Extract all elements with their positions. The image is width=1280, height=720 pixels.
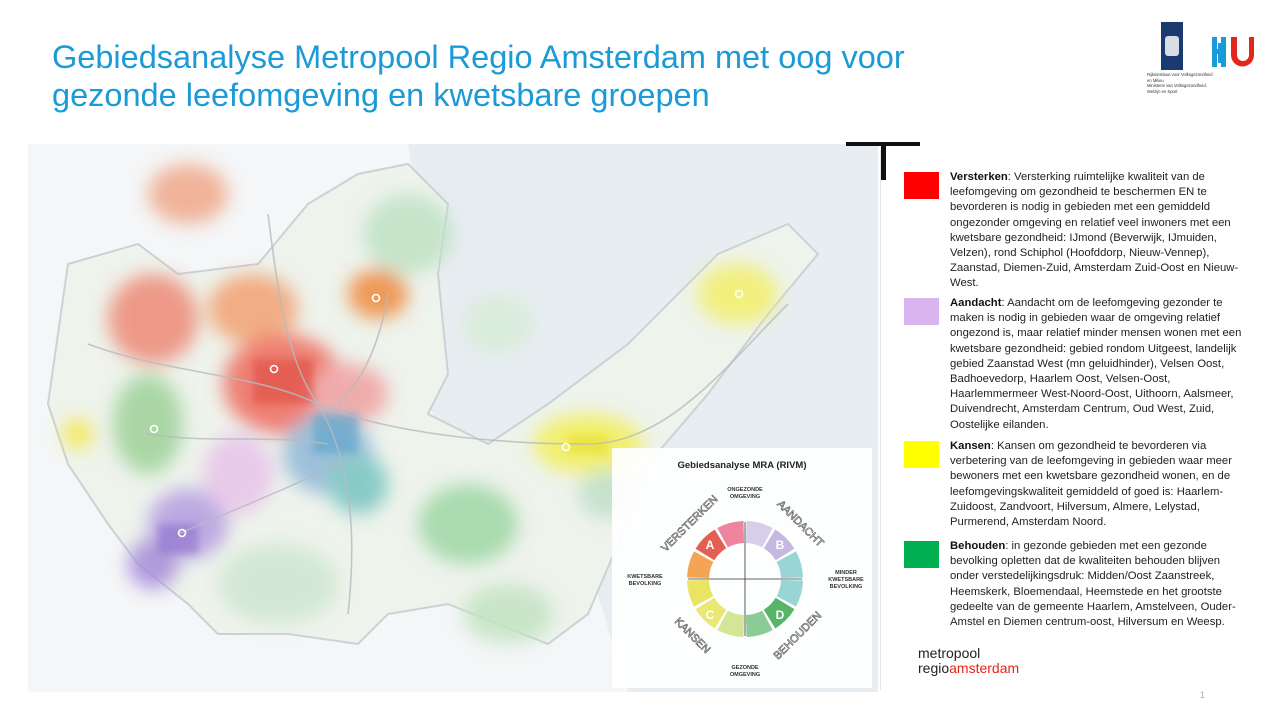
legend-swatch-kansen bbox=[904, 441, 939, 468]
compass-segment bbox=[687, 551, 714, 579]
slide-title: Gebiedsanalyse Metropool Regio Amsterdam… bbox=[52, 38, 1052, 114]
mra-logo: metropool regioamsterdam bbox=[918, 646, 1019, 676]
legend-item-versterken: Versterken: Versterking ruimtelijke kwal… bbox=[904, 170, 1249, 292]
compass-segment bbox=[763, 529, 795, 561]
mra-logo-line-2: regioamsterdam bbox=[918, 661, 1019, 676]
compass-segment bbox=[763, 597, 795, 629]
compass-right-label-2: KWETSBARE bbox=[828, 577, 864, 583]
legend-swatch-versterken bbox=[904, 172, 939, 199]
legend-item-behouden: Behouden: in gezonde gebieden met een ge… bbox=[904, 539, 1249, 630]
quadrant-letter-d: D bbox=[776, 608, 785, 622]
mra-logo-regio: regio bbox=[918, 660, 950, 676]
rijk-line-2: en Milieu bbox=[1147, 77, 1164, 83]
panel-divider bbox=[880, 150, 881, 690]
legend-item-kansen: Kansen: Kansen om gezondheid te bevorder… bbox=[904, 439, 1249, 530]
legend-text-behouden: Behouden: in gezonde gebieden met een ge… bbox=[950, 539, 1249, 630]
compass-ring bbox=[687, 521, 803, 637]
legend-desc-kansen: : Kansen om gezondheid te bevorderen via… bbox=[950, 440, 1232, 529]
compass-right-label-3: BEVOLKING bbox=[830, 584, 863, 590]
legend-desc-versterken: : Versterking ruimtelijke kwaliteit van … bbox=[950, 171, 1239, 290]
compass-bottom-label-2: OMGEVING bbox=[730, 672, 760, 678]
rijk-line-4: Welzijn en Sport bbox=[1147, 88, 1178, 94]
legend-name-versterken: Versterken bbox=[950, 171, 1008, 183]
legend-text-kansen: Kansen: Kansen om gezondheid te bevorder… bbox=[950, 439, 1249, 530]
compass-bottom-label-1: GEZONDE bbox=[731, 665, 759, 671]
compass-left-label-1: KWETSBARE bbox=[627, 574, 663, 580]
legend-text-versterken: Versterken: Versterking ruimtelijke kwal… bbox=[950, 170, 1249, 292]
title-line-2: gezonde leefomgeving en kwetsbare groepe… bbox=[52, 77, 710, 113]
legend-item-aandacht: Aandacht: Aandacht om de leefomgeving ge… bbox=[904, 296, 1249, 433]
rijk-line-3: Ministerie van Volksgezondheid, bbox=[1147, 83, 1207, 89]
legend-name-behouden: Behouden bbox=[950, 540, 1006, 552]
compass-right-label-1: MINDER bbox=[835, 570, 857, 576]
compass-segment bbox=[745, 610, 773, 637]
legend-desc-aandacht: : Aandacht om de leefomgeving gezonder t… bbox=[950, 297, 1242, 431]
compass-segment bbox=[717, 521, 745, 548]
legend-swatch-behouden bbox=[904, 541, 939, 568]
legend-text-aandacht: Aandacht: Aandacht om de leefomgeving ge… bbox=[950, 296, 1249, 433]
legend-name-aandacht: Aandacht bbox=[950, 297, 1002, 309]
title-line-1: Gebiedsanalyse Metropool Regio Amsterdam… bbox=[52, 39, 905, 75]
compass-segment bbox=[687, 579, 714, 607]
compass-segment bbox=[695, 597, 727, 629]
compass-title: Gebiedsanalyse MRA (RIVM) bbox=[678, 460, 807, 471]
gebiedsanalyse-compass: Gebiedsanalyse MRA (RIVM) ONGEZONDE OMGE… bbox=[612, 448, 872, 688]
compass-segment bbox=[776, 551, 803, 579]
legend-swatch-aandacht bbox=[904, 298, 939, 325]
rijksoverheid-logo-text: Rijksinstituut voor Volksgezondheid en M… bbox=[1147, 72, 1213, 94]
rijk-line-1: Rijksinstituut voor Volksgezondheid bbox=[1147, 72, 1213, 77]
city-markers bbox=[149, 289, 744, 538]
compass-segment bbox=[695, 529, 727, 561]
mra-logo-amsterdam: amsterdam bbox=[949, 660, 1020, 676]
mra-logo-line-1: metropool bbox=[918, 645, 981, 661]
compass-left-label-2: BEVOLKING bbox=[629, 581, 662, 587]
compass-top-label-1: ONGEZONDE bbox=[727, 487, 763, 493]
quadrant-letter-b: B bbox=[776, 538, 785, 552]
t-mark-decoration bbox=[846, 142, 920, 182]
crest-icon bbox=[1165, 36, 1179, 56]
quadrant-letter-c: C bbox=[706, 608, 715, 622]
compass-top-label-2: OMGEVING bbox=[730, 494, 760, 500]
t-mark-vertical bbox=[881, 142, 886, 180]
quadrant-letter-a: A bbox=[706, 538, 715, 552]
legend-name-kansen: Kansen bbox=[950, 440, 991, 452]
legend-desc-behouden: : in gezonde gebieden met een gezonde be… bbox=[950, 540, 1236, 629]
page-number: 1 bbox=[1200, 690, 1206, 700]
compass-segment bbox=[776, 579, 803, 607]
hu-logo bbox=[1212, 37, 1254, 67]
compass-segment bbox=[745, 521, 773, 548]
compass-segment bbox=[717, 610, 745, 637]
rijksoverheid-logo: Rijksinstituut voor Volksgezondheid en M… bbox=[1147, 22, 1213, 102]
